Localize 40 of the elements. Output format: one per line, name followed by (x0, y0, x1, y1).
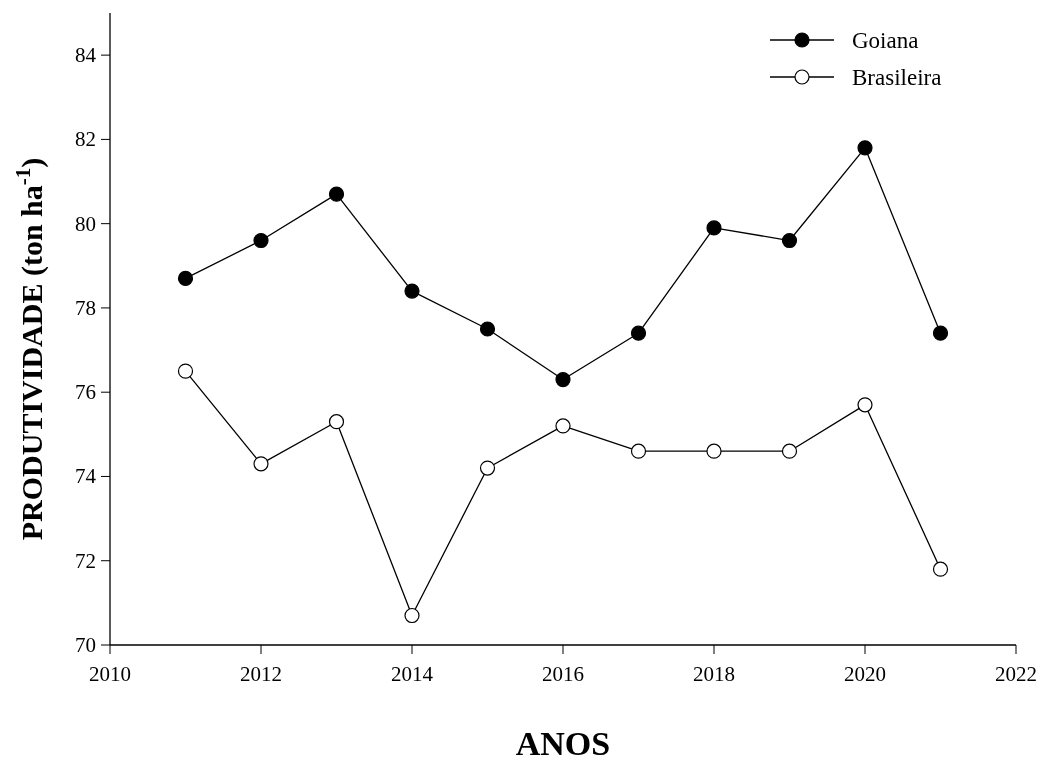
point (630, 443, 647, 459)
point (404, 283, 420, 299)
point (857, 397, 873, 413)
legend-label: Goiana (852, 28, 919, 53)
point (479, 460, 496, 476)
point (781, 232, 798, 249)
legend-label: Brasileira (852, 65, 942, 90)
point (706, 220, 722, 236)
point (253, 232, 269, 249)
y-tick-label: 74 (75, 464, 97, 489)
point (253, 456, 269, 472)
point (555, 418, 571, 434)
point (857, 140, 873, 156)
point (781, 443, 798, 459)
y-tick-label: 82 (75, 127, 96, 152)
x-tick-label: 2014 (391, 662, 434, 686)
x-tick-label: 2020 (844, 662, 886, 686)
x-tick-label: 2010 (89, 662, 131, 686)
point (177, 270, 194, 287)
y-tick-label: 70 (75, 633, 96, 657)
x-axis-title: ANOS (515, 725, 611, 762)
point (328, 414, 345, 430)
y-tick-label: 72 (75, 548, 96, 573)
point (555, 371, 571, 388)
y-tick-label: 76 (75, 380, 96, 405)
point (404, 607, 420, 624)
x-tick-label: 2012 (240, 662, 282, 686)
point (479, 321, 496, 337)
x-tick-label: 2018 (693, 662, 735, 686)
point (630, 325, 647, 341)
point (932, 561, 949, 577)
point (177, 363, 194, 379)
y-tick-label: 84 (75, 43, 97, 68)
x-tick-label: 2016 (542, 662, 584, 686)
point (328, 186, 345, 202)
y-tick-label: 78 (75, 295, 96, 320)
y-tick-label: 80 (75, 211, 96, 236)
x-tick-label: 2022 (995, 662, 1037, 686)
point (706, 443, 722, 459)
point (932, 325, 949, 341)
